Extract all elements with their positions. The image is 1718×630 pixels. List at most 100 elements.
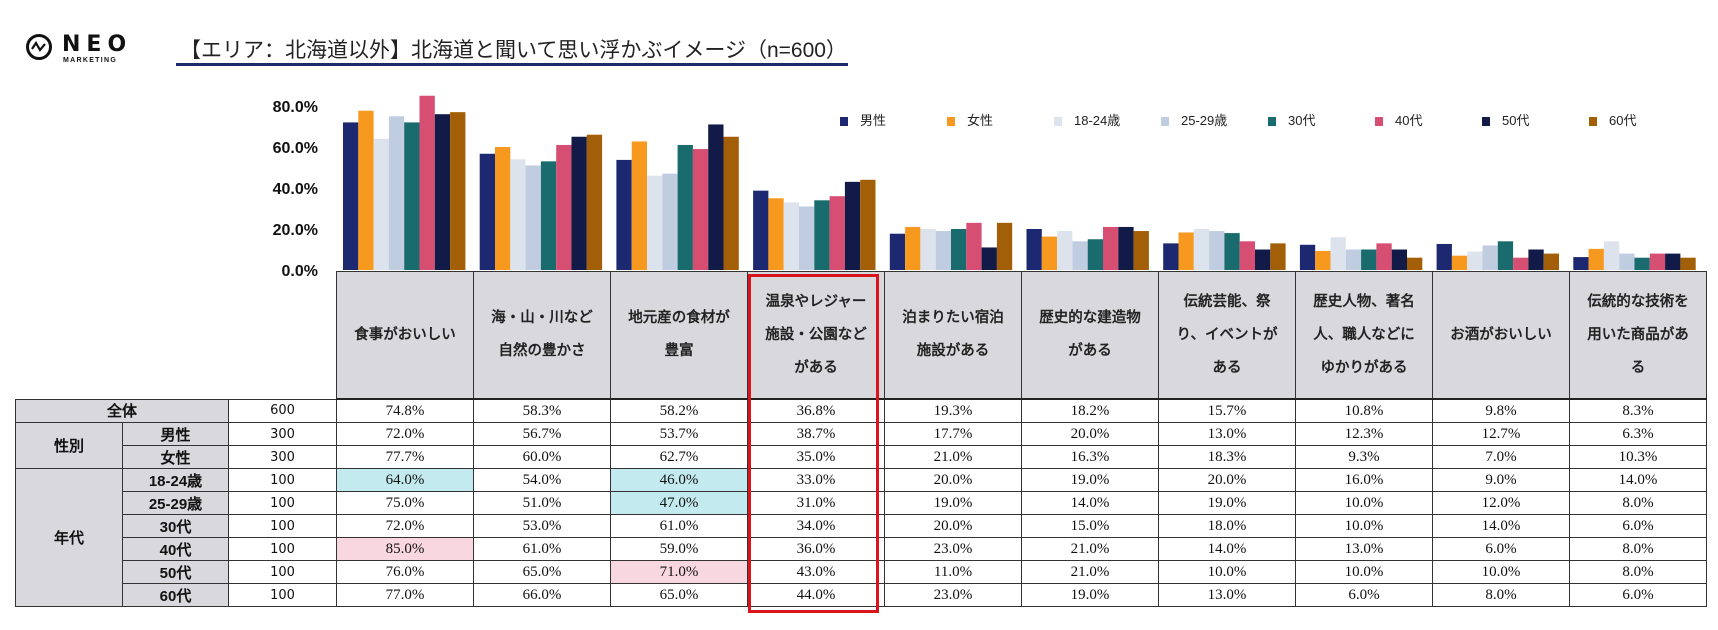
- value-cell: 9.3%: [1295, 445, 1433, 469]
- bar-60代-8: [1543, 253, 1559, 270]
- table-row: 30代 100 72.0% 53.0% 61.0% 34.0% 20.0% 15.0% 18.0…: [16, 514, 1707, 538]
- legend-swatch-icon: [1482, 117, 1490, 127]
- value-cell: 14.0%: [1158, 537, 1296, 561]
- value-cell: 6.0%: [1295, 583, 1433, 607]
- blank-corner: [16, 272, 337, 400]
- bar-60代-1: [586, 134, 603, 270]
- value-cell: 18.3%: [1158, 445, 1296, 469]
- bar-30代-8: [1497, 241, 1514, 270]
- value-cell: 20.0%: [884, 514, 1022, 538]
- bar-30代-3: [814, 200, 830, 270]
- value-cell: 16.0%: [1295, 468, 1433, 492]
- legend-swatch-icon: [1054, 117, 1062, 127]
- bar-女性-0: [358, 110, 374, 270]
- value-cell: 36.0%: [747, 537, 885, 561]
- bar-女性-3: [768, 198, 784, 270]
- bar-60代-0: [450, 112, 466, 271]
- value-cell: 61.0%: [473, 537, 611, 561]
- legend-swatch-icon: [1589, 117, 1597, 127]
- value-cell: 21.0%: [884, 445, 1022, 469]
- value-cell: 13.0%: [1158, 422, 1296, 446]
- bar-25-29歳-0: [388, 116, 405, 270]
- bar-40代-8: [1513, 257, 1529, 270]
- value-cell: 43.0%: [747, 560, 885, 584]
- value-cell: 23.0%: [884, 537, 1022, 561]
- value-cell: 12.3%: [1295, 422, 1433, 446]
- column-header: 地元産の食材が 豊富: [610, 271, 748, 400]
- bar-女性-5: [1041, 236, 1058, 270]
- bar-40代-3: [829, 196, 845, 270]
- legend-swatch-icon: [1268, 117, 1276, 127]
- value-cell: 66.0%: [473, 583, 611, 607]
- bar-25-29歳-5: [1072, 241, 1088, 270]
- y-tick-label: 20.0%: [273, 222, 318, 239]
- bar-chart: 0.0% 20.0% 40.0% 60.0% 80.0%: [273, 95, 1696, 280]
- row-label: 25-29歳: [122, 491, 229, 515]
- value-cell: 23.0%: [884, 583, 1022, 607]
- bar-25-29歳-6: [1209, 231, 1225, 270]
- bar-30代-5: [1087, 239, 1103, 270]
- title-underline: [176, 63, 848, 66]
- sample-size: 100: [228, 514, 337, 538]
- value-cell: 18.2%: [1021, 398, 1159, 423]
- value-cell: 7.0%: [1432, 445, 1570, 469]
- value-cell: 6.0%: [1569, 514, 1707, 538]
- legend-item: 女性: [947, 110, 993, 129]
- value-cell: 8.0%: [1569, 537, 1707, 561]
- value-cell: 20.0%: [884, 468, 1022, 492]
- bar-女性-9: [1588, 248, 1604, 270]
- value-cell: 74.8%: [336, 398, 474, 423]
- bar-30代-6: [1224, 233, 1240, 270]
- table-row: 60代 100 77.0% 66.0% 65.0% 44.0% 23.0% 19.0% 13.0…: [16, 583, 1707, 607]
- bar-50代-5: [1118, 226, 1134, 270]
- legend-item: 40代: [1375, 110, 1422, 129]
- sample-size: 600: [228, 398, 337, 423]
- legend-label: 18-24歳: [1074, 113, 1121, 128]
- value-cell: 10.0%: [1158, 560, 1296, 584]
- bar-女性-1: [495, 147, 511, 270]
- legend-label: 30代: [1288, 113, 1316, 128]
- value-cell: 10.3%: [1569, 445, 1707, 469]
- value-cell: 14.0%: [1569, 468, 1707, 492]
- page-title: 【エリア：北海道以外】北海道と聞いて思い浮かぶイメージ（n=600）: [180, 39, 847, 62]
- bar-25-29歳-4: [935, 231, 951, 270]
- sample-size: 100: [228, 491, 337, 515]
- value-cell: 14.0%: [1021, 491, 1159, 515]
- value-cell: 65.0%: [610, 583, 748, 607]
- table-row: 性別 男性 300 72.0% 56.7% 53.7% 38.7% 17.7% 20.0% 13.…: [15, 422, 1707, 469]
- legend-label: 25-29歳: [1181, 113, 1228, 128]
- bar-40代-9: [1649, 253, 1666, 270]
- sample-size: 300: [228, 422, 337, 446]
- bar-30代-1: [540, 161, 557, 270]
- value-cell: 9.8%: [1432, 398, 1570, 423]
- bar-18-24歳-6: [1193, 229, 1210, 270]
- legend-item: 60代: [1589, 110, 1636, 129]
- legend-item: 男性: [840, 110, 886, 129]
- row-label: 18-24歳: [122, 468, 229, 492]
- column-header: 温泉やレジャー 施設・公園など がある: [747, 271, 885, 400]
- value-cell: 21.0%: [1021, 537, 1159, 561]
- bar-30代-7: [1361, 249, 1377, 270]
- bar-女性-6: [1178, 232, 1194, 270]
- bar-60代-6: [1270, 243, 1286, 270]
- logo-subtext: MARKETING: [63, 57, 118, 64]
- bar-男性-3: [753, 190, 769, 270]
- logo-text: NEO: [62, 32, 133, 57]
- y-tick-label: 0.0%: [282, 263, 318, 280]
- legend-label: 50代: [1502, 113, 1530, 128]
- value-cell: 14.0%: [1432, 514, 1570, 538]
- value-cell: 75.0%: [336, 491, 474, 515]
- value-cell: 85.0%: [336, 537, 474, 561]
- bar-18-24歳-1: [510, 159, 526, 270]
- bar-男性-8: [1436, 243, 1452, 270]
- bar-18-24歳-3: [783, 202, 799, 270]
- row-label: 50代: [122, 560, 229, 584]
- table-row: 25-29歳 100 75.0% 51.0% 47.0% 31.0% 19.0% 14.0% 1…: [16, 491, 1707, 515]
- bar-18-24歳-8: [1467, 251, 1483, 270]
- legend-swatch-icon: [1161, 117, 1169, 127]
- chart-legend: 男性 女性 18-24歳 25-29歳 30代 40代 50代 60代: [840, 110, 1700, 130]
- value-cell: 31.0%: [747, 491, 885, 515]
- bar-女性-8: [1451, 255, 1468, 270]
- bar-50代-4: [981, 247, 997, 270]
- legend-label: 男性: [860, 113, 887, 128]
